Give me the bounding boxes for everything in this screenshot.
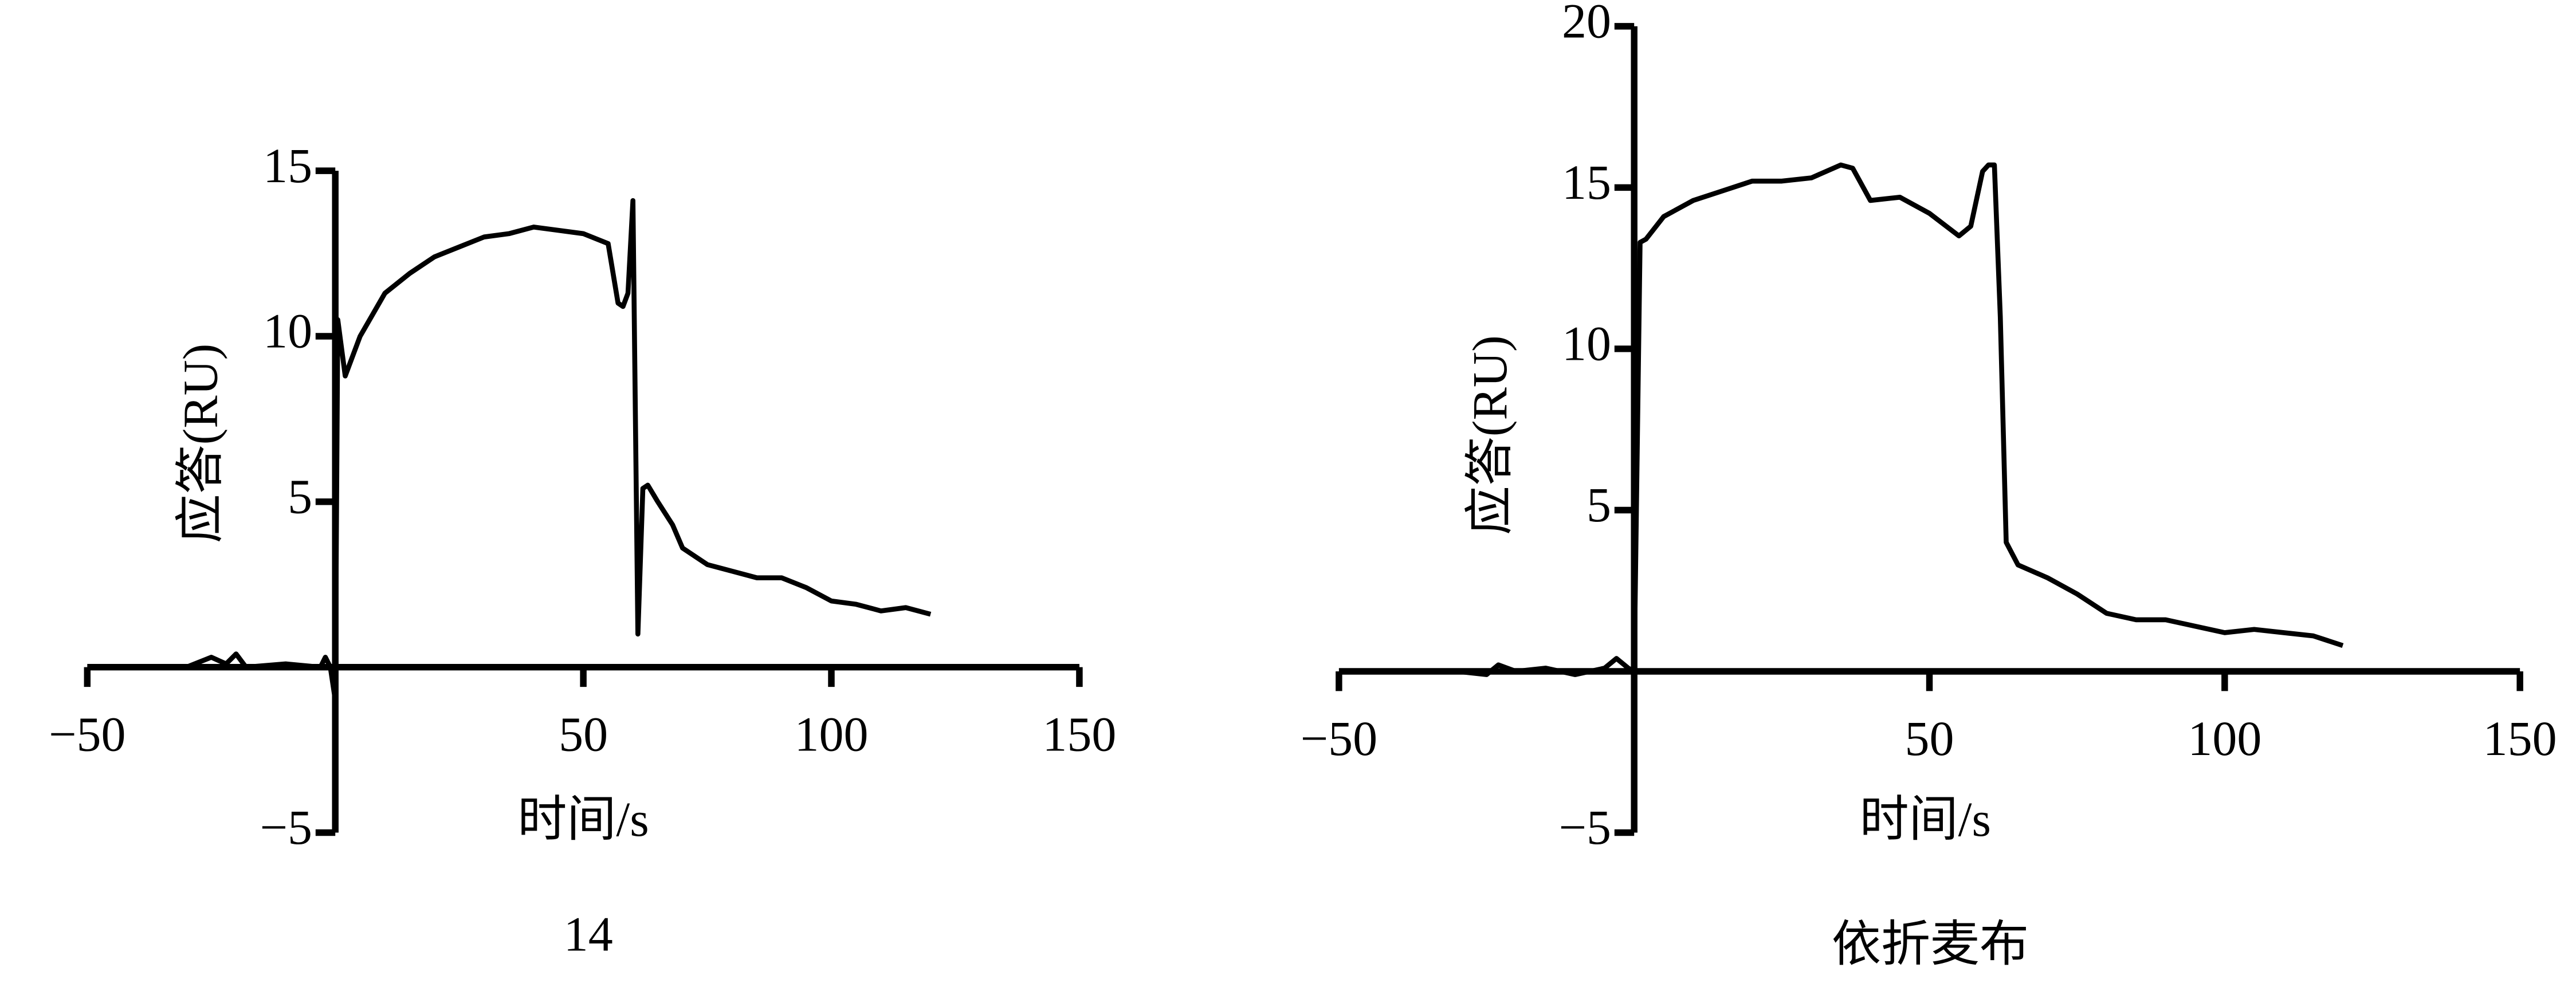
y-axis-label: 应答(RU) [1462, 335, 1517, 535]
caption: 依折麦布 [1832, 917, 2029, 972]
y-tick-label: 15 [263, 138, 312, 193]
x-axis-label: 时间/s [1860, 792, 1991, 847]
y-tick-label: 5 [288, 469, 312, 524]
x-tick-label: −50 [1301, 711, 1378, 766]
y-tick-label: −5 [1559, 800, 1612, 855]
x-axis-label: 时间/s [517, 792, 649, 847]
y-tick-label: 20 [1562, 0, 1611, 49]
x-tick-label: 100 [795, 707, 869, 762]
caption: 14 [564, 907, 613, 962]
x-tick-label: −50 [49, 707, 126, 762]
y-tick-label: −5 [260, 800, 313, 855]
y-tick-label: 10 [1562, 316, 1611, 371]
y-tick-label: 15 [1562, 155, 1611, 210]
y-axis-label: 应答(RU) [172, 344, 227, 544]
x-tick-label: 150 [1042, 707, 1116, 762]
x-tick-label: 100 [2188, 711, 2261, 766]
y-tick-label: 10 [263, 304, 312, 359]
data-line [1456, 162, 2344, 677]
x-tick-label: 50 [559, 707, 608, 762]
x-tick-label: 50 [1905, 711, 1954, 766]
data-line [185, 198, 932, 703]
x-tick-label: 150 [2483, 711, 2557, 766]
y-tick-label: 5 [1587, 477, 1611, 532]
